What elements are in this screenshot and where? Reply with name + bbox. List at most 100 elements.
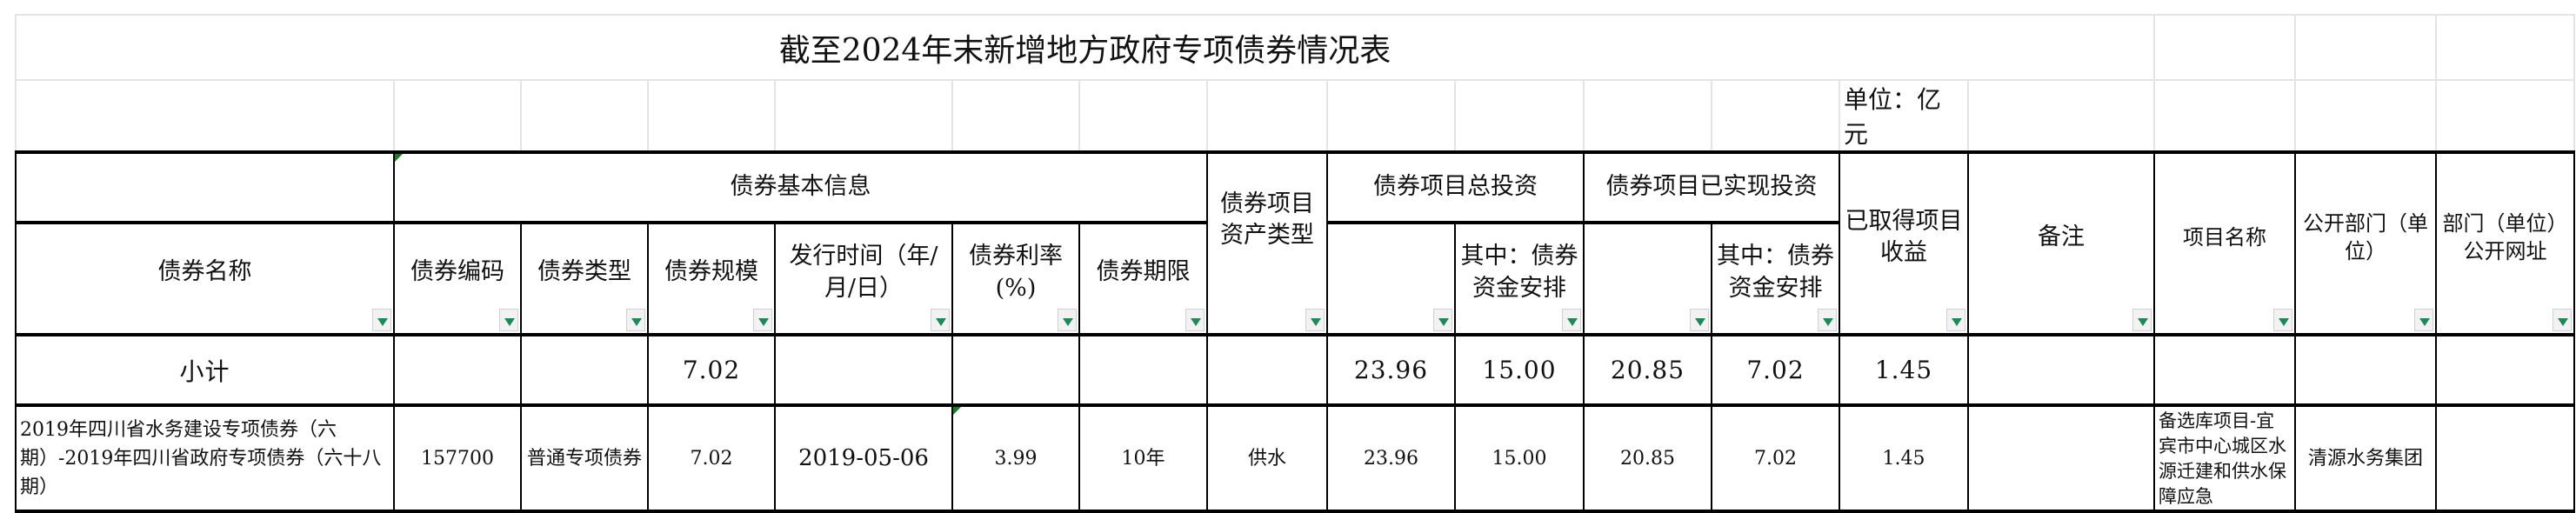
cell-bond-scale[interactable]: 7.02	[647, 403, 776, 513]
cell-department[interactable]: 清源水务集团	[2294, 403, 2437, 513]
empty-cell[interactable]	[2294, 14, 2437, 81]
filter-dropdown-icon[interactable]	[1058, 309, 1077, 331]
subtotal-label[interactable]: 小计	[15, 333, 395, 406]
header-basic-info[interactable]: 债券基本信息	[393, 150, 1208, 223]
filter-dropdown-icon[interactable]	[1305, 309, 1325, 331]
subtotal-cell[interactable]	[1078, 333, 1208, 406]
empty-cell[interactable]	[647, 79, 776, 153]
empty-cell[interactable]	[15, 79, 395, 153]
empty-cell[interactable]	[1454, 79, 1585, 153]
filter-dropdown-icon[interactable]	[1562, 309, 1581, 331]
subtotal-cell[interactable]	[774, 333, 953, 406]
empty-cell[interactable]	[1583, 79, 1712, 153]
empty-cell[interactable]	[774, 79, 953, 153]
cell-issue-date[interactable]: 2019-05-06	[774, 403, 953, 513]
cell-income[interactable]: 1.45	[1839, 403, 1969, 513]
empty-cell[interactable]	[520, 79, 649, 153]
cell-project-name[interactable]: 备选库项目-宜宾市中心城区水源迁建和供水保障应急	[2153, 403, 2296, 513]
header-asset-type[interactable]: 债券项目资产类型	[1206, 150, 1328, 336]
subtotal-realized-investment[interactable]: 20.85	[1583, 333, 1712, 406]
filter-dropdown-icon[interactable]	[2132, 309, 2152, 331]
header-bond-code[interactable]: 债券编码	[393, 221, 522, 336]
header-bond-name[interactable]: 债券名称	[15, 221, 395, 336]
header-website[interactable]: 部门（单位）公开网址	[2435, 150, 2575, 336]
filter-dropdown-icon[interactable]	[753, 309, 772, 331]
cell-interest-rate[interactable]: 3.99	[951, 403, 1080, 513]
filter-dropdown-icon[interactable]	[2273, 309, 2292, 331]
header-label: 部门（单位）公开网址	[2442, 210, 2568, 263]
header-label: 备注	[2038, 223, 2085, 250]
filter-dropdown-icon[interactable]	[2553, 309, 2572, 331]
cell-website[interactable]	[2435, 403, 2575, 513]
empty-cell[interactable]	[951, 79, 1080, 153]
empty-cell[interactable]	[2294, 79, 2437, 153]
header-term[interactable]: 债券期限	[1078, 221, 1208, 336]
subtotal-total-investment[interactable]: 23.96	[1326, 333, 1456, 406]
filter-dropdown-icon[interactable]	[1690, 309, 1709, 331]
subtotal-income[interactable]: 1.45	[1839, 333, 1969, 406]
subtotal-total-of-which[interactable]: 15.00	[1454, 333, 1585, 406]
subtotal-bond-scale[interactable]: 7.02	[647, 333, 776, 406]
empty-cell[interactable]	[2435, 14, 2575, 81]
filter-dropdown-icon[interactable]	[931, 309, 950, 331]
header-label: 已取得项目收益	[1845, 207, 1963, 266]
header-interest-rate[interactable]: 债券利率(%)	[951, 221, 1080, 336]
filter-dropdown-icon[interactable]	[1818, 309, 1837, 331]
filter-dropdown-icon[interactable]	[626, 309, 645, 331]
empty-cell[interactable]	[2435, 79, 2575, 153]
filter-dropdown-icon[interactable]	[2414, 309, 2433, 331]
empty-cell[interactable]	[1711, 79, 1840, 153]
subtotal-cell[interactable]	[1206, 333, 1328, 406]
filter-dropdown-icon[interactable]	[1185, 309, 1205, 331]
cell-remarks[interactable]	[1967, 403, 2155, 513]
subtotal-cell[interactable]	[393, 333, 522, 406]
empty-cell[interactable]	[393, 79, 522, 153]
cell-term[interactable]: 10年	[1078, 403, 1208, 513]
header-basic-info-label: 债券基本信息	[730, 173, 871, 201]
empty-cell[interactable]	[1206, 79, 1328, 153]
cell-total-of-which[interactable]: 15.00	[1454, 403, 1585, 513]
empty-cell[interactable]	[2153, 79, 2296, 153]
header-bond-scale[interactable]: 债券规模	[647, 221, 776, 336]
subtotal-cell[interactable]	[2294, 333, 2437, 406]
header-issue-date[interactable]: 发行时间（年/月/日）	[774, 221, 953, 336]
header-realized-investment[interactable]: 债券项目已实现投资	[1583, 150, 1840, 223]
filter-dropdown-icon[interactable]	[1946, 309, 1965, 331]
header-label: 公开部门（单位）	[2303, 210, 2428, 263]
header-empty-cell[interactable]	[15, 150, 395, 223]
empty-cell[interactable]	[2153, 14, 2296, 81]
filter-dropdown-icon[interactable]	[372, 309, 391, 331]
cell-asset-type[interactable]: 供水	[1206, 403, 1328, 513]
filter-dropdown-icon[interactable]	[499, 309, 518, 331]
sheet-title: 截至2024年末新增地方政府专项债券情况表	[15, 14, 2155, 81]
subtotal-cell[interactable]	[2435, 333, 2575, 406]
cell-total-investment[interactable]: 23.96	[1326, 403, 1456, 513]
header-income[interactable]: 已取得项目收益	[1839, 150, 1969, 336]
header-department[interactable]: 公开部门（单位）	[2294, 150, 2437, 336]
cell-realized-investment[interactable]: 20.85	[1583, 403, 1712, 513]
cell-bond-code[interactable]: 157700	[393, 403, 522, 513]
cell-realized-of-which[interactable]: 7.02	[1711, 403, 1840, 513]
subtotal-cell[interactable]	[2153, 333, 2296, 406]
header-label: 债券期限	[1096, 258, 1191, 286]
empty-cell[interactable]	[1967, 79, 2155, 153]
header-project-name[interactable]: 项目名称	[2153, 150, 2296, 336]
cell-bond-name[interactable]: 2019年四川省水务建设专项债券（六期）-2019年四川省政府专项债券（六十八期…	[15, 403, 395, 513]
empty-cell[interactable]	[1326, 79, 1456, 153]
subtotal-realized-of-which[interactable]: 7.02	[1711, 333, 1840, 406]
empty-cell[interactable]	[1078, 79, 1208, 153]
header-realized-of-which[interactable]: 其中：债券资金安排	[1711, 221, 1840, 336]
header-total-investment-amount[interactable]	[1326, 221, 1456, 336]
subtotal-cell[interactable]	[1967, 333, 2155, 406]
header-remarks[interactable]: 备注	[1967, 150, 2155, 336]
filter-dropdown-icon[interactable]	[1433, 309, 1452, 331]
header-total-of-which[interactable]: 其中：债券资金安排	[1454, 221, 1585, 336]
subtotal-cell[interactable]	[520, 333, 649, 406]
header-bond-type[interactable]: 债券类型	[520, 221, 649, 336]
header-total-investment[interactable]: 债券项目总投资	[1326, 150, 1585, 223]
header-realized-investment-amount[interactable]	[1583, 221, 1712, 336]
subtotal-cell[interactable]	[951, 333, 1080, 406]
unit-label: 单位：亿元	[1839, 79, 1969, 153]
cell-bond-type[interactable]: 普通专项债券	[520, 403, 649, 513]
header-label: 发行时间（年/月/日）	[789, 243, 938, 302]
